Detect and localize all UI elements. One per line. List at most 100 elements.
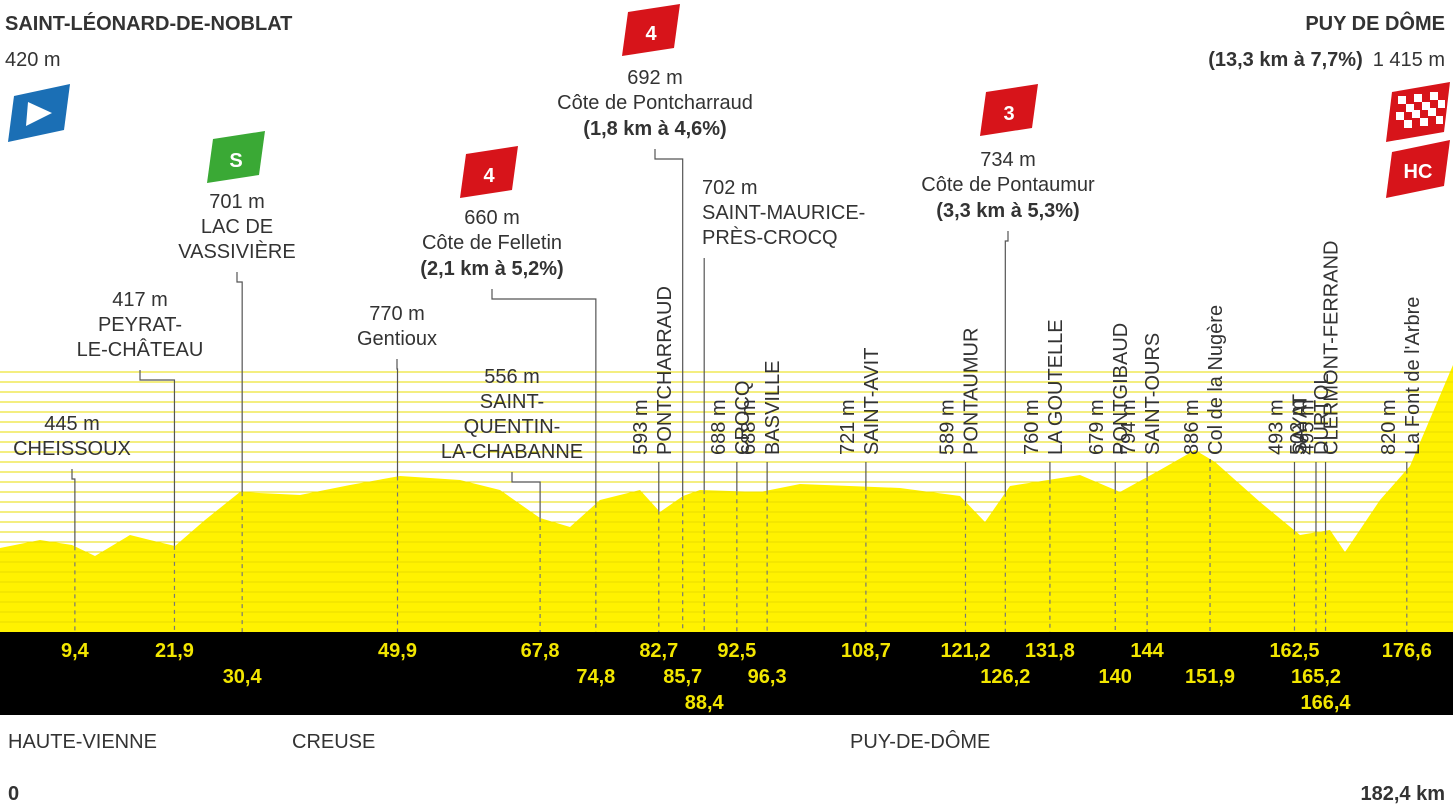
start-flag xyxy=(8,84,70,142)
climb-detail: (2,1 km à 5,2%) xyxy=(420,258,563,280)
waypoint-name: SAYAT xyxy=(1289,394,1311,455)
leader-line xyxy=(511,472,541,519)
waypoint-altitude: 820 m xyxy=(1378,399,1400,455)
km-label: 85,7 xyxy=(663,666,702,688)
km-label: 74,8 xyxy=(576,666,615,688)
waypoint-altitude: 721 m xyxy=(837,399,859,455)
icon-label: 3 xyxy=(1003,103,1014,125)
climb-icon xyxy=(622,4,680,56)
waypoint-altitude: 734 m xyxy=(980,149,1036,171)
waypoint-altitude: 692 m xyxy=(627,67,683,89)
km-label: 96,3 xyxy=(748,666,787,688)
waypoint-name: CHEISSOUX xyxy=(13,438,131,460)
finish-info: (13,3 km à 7,7%) 1 415 m xyxy=(1208,49,1445,71)
km-band xyxy=(0,632,1453,715)
waypoint-name: CROCQ xyxy=(732,381,754,455)
km-label: 88,4 xyxy=(685,692,725,714)
leader-line xyxy=(491,289,597,504)
distance-end: 182,4 km xyxy=(1360,783,1445,805)
waypoint-altitude: 701 m xyxy=(209,191,265,213)
km-label: 165,2 xyxy=(1291,666,1341,688)
waypoint-altitude: 679 m xyxy=(1086,399,1108,455)
finish-flag: HC xyxy=(1386,82,1450,198)
waypoint-name: SAINT-OURS xyxy=(1142,333,1164,455)
waypoint-name: BASVILLE xyxy=(762,360,784,455)
waypoint-name: Côte de Felletin xyxy=(422,232,562,254)
climb-icon xyxy=(460,146,518,198)
waypoint-name: LE-CHÂTEAU xyxy=(77,338,204,361)
start-name: SAINT-LÉONARD-DE-NOBLAT xyxy=(5,12,292,35)
waypoint-name: VASSIVIÈRE xyxy=(178,240,295,263)
waypoint-name: PONTGIBAUD xyxy=(1110,323,1132,455)
waypoint-name: PRÈS-CROCQ xyxy=(702,226,838,249)
icon-label: 4 xyxy=(645,23,657,45)
km-label: 162,5 xyxy=(1269,640,1319,662)
waypoint-name: Gentioux xyxy=(357,328,437,350)
department: PUY-DE-DÔME xyxy=(850,730,990,753)
leader-line xyxy=(1004,231,1009,493)
waypoint-name: Côte de Pontcharraud xyxy=(557,92,753,114)
finish-name: PUY DE DÔME xyxy=(1305,11,1445,35)
finish-category: HC xyxy=(1404,161,1433,183)
waypoint-name: PONTCHARRAUD xyxy=(654,286,676,455)
climb-icon xyxy=(980,84,1038,136)
waypoint-altitude: 770 m xyxy=(369,303,425,325)
km-label: 140 xyxy=(1099,666,1132,688)
km-label: 144 xyxy=(1130,640,1164,662)
department: HAUTE-VIENNE xyxy=(8,731,157,753)
icon-label: 4 xyxy=(483,165,495,187)
km-label: 151,9 xyxy=(1185,666,1235,688)
waypoint-altitude: 702 m xyxy=(702,177,758,199)
profile-area xyxy=(0,365,1453,632)
waypoint-name: LA-CHABANNE xyxy=(441,441,583,463)
km-label: 121,2 xyxy=(940,640,990,662)
climb-icon xyxy=(207,131,265,183)
km-label: 82,7 xyxy=(639,640,678,662)
waypoint-altitude: 502 m xyxy=(1287,399,1309,455)
start-altitude: 420 m xyxy=(5,49,61,71)
waypoint-name: SAINT-AVIT xyxy=(861,348,883,455)
leader-line xyxy=(71,469,76,547)
leader-line xyxy=(396,359,399,477)
waypoint-name: LAC DE xyxy=(201,216,273,238)
waypoint-name: PEYRAT- xyxy=(98,314,182,336)
km-label: 166,4 xyxy=(1301,692,1352,714)
waypoint-altitude: 556 m xyxy=(484,366,540,388)
waypoint-name: Col de la Nugère xyxy=(1205,305,1227,455)
km-label: 131,8 xyxy=(1025,640,1075,662)
waypoint-altitude: 493 m xyxy=(1265,399,1287,455)
waypoint-name: QUENTIN- xyxy=(464,416,561,438)
waypoint-altitude: 417 m xyxy=(112,289,168,311)
km-label: 21,9 xyxy=(155,640,194,662)
waypoint-name: Côte de Pontaumur xyxy=(921,174,1095,196)
km-label: 49,9 xyxy=(378,640,417,662)
climb-detail: (1,8 km à 4,6%) xyxy=(583,118,726,140)
waypoint-name: SAINT-MAURICE- xyxy=(702,202,865,224)
km-label: 126,2 xyxy=(980,666,1030,688)
icon-label: S xyxy=(229,150,242,172)
waypoint-altitude: 794 m xyxy=(1118,399,1140,455)
leader-line xyxy=(236,272,243,493)
km-label: 67,8 xyxy=(521,640,560,662)
waypoint-altitude: 593 m xyxy=(630,399,652,455)
km-label: 30,4 xyxy=(223,666,263,688)
waypoint-altitude: 688 m xyxy=(738,399,760,455)
waypoint-name: PONTAUMUR xyxy=(960,328,982,455)
km-label: 176,6 xyxy=(1382,640,1432,662)
finish-climb: (13,3 km à 7,7%) xyxy=(1208,49,1363,71)
leader-line xyxy=(139,370,176,546)
waypoint-altitude: 495 m xyxy=(1297,399,1319,455)
distance-start: 0 xyxy=(8,783,19,805)
leader-line xyxy=(654,149,684,497)
waypoint-altitude: 660 m xyxy=(464,207,520,229)
climb-detail: (3,3 km à 5,3%) xyxy=(936,200,1079,222)
waypoint-altitude: 760 m xyxy=(1021,399,1043,455)
km-label: 108,7 xyxy=(841,640,891,662)
waypoint-altitude: 886 m xyxy=(1181,399,1203,455)
waypoint-name: DURTOL xyxy=(1311,373,1333,455)
finish-altitude: 1 415 m xyxy=(1373,49,1445,71)
waypoint-altitude: 445 m xyxy=(44,413,100,435)
waypoint-altitude: 688 m xyxy=(708,399,730,455)
km-label: 92,5 xyxy=(717,640,756,662)
